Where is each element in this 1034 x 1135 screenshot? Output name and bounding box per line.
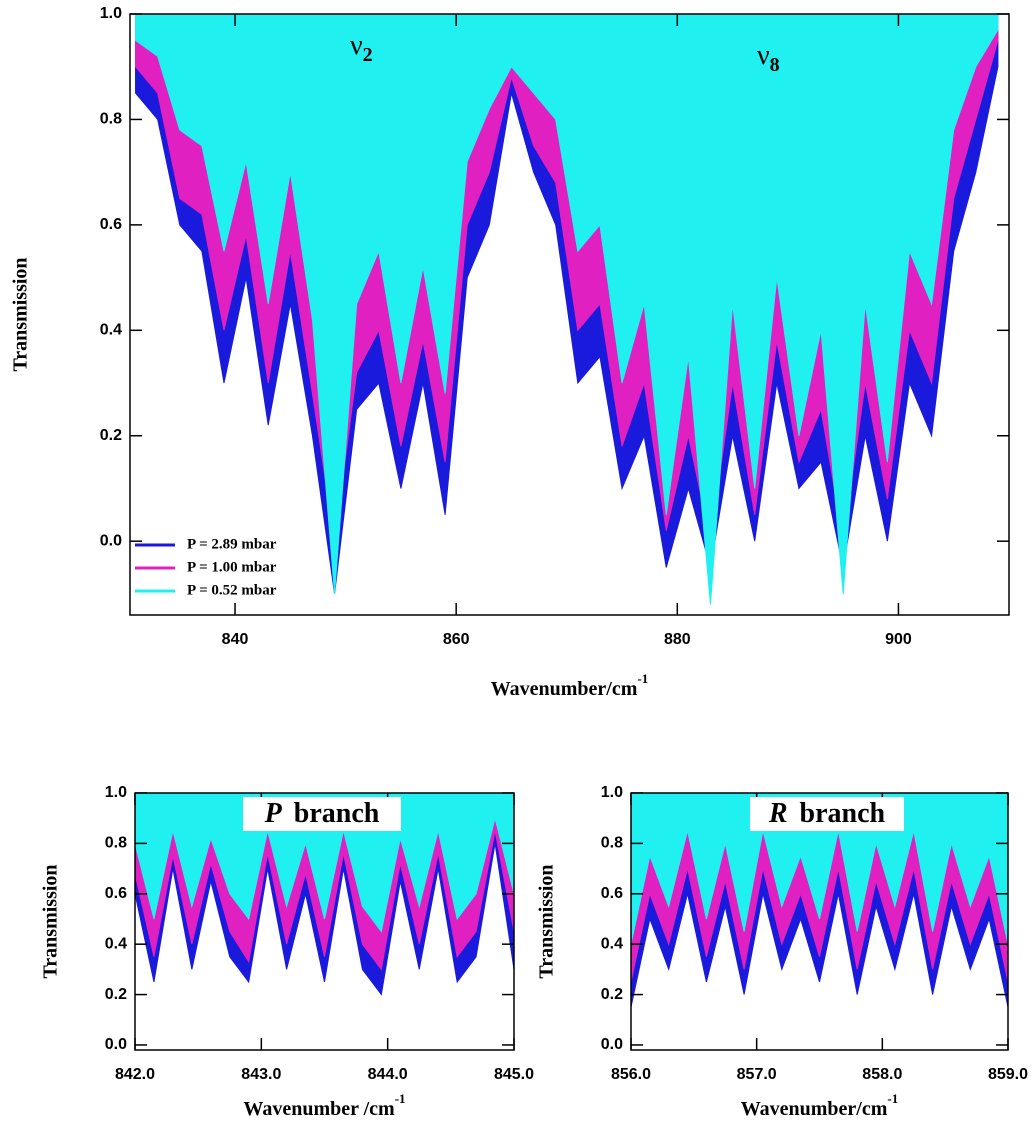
y-tick-label: 1.0 — [100, 5, 122, 22]
x-tick-label: 856.0 — [611, 1066, 651, 1083]
y-tick-label: 0.8 — [601, 835, 623, 852]
plot-frame — [129, 13, 1010, 616]
legend-label: P = 1.00 mbar — [187, 559, 277, 575]
x-tick-label: 845.0 — [494, 1066, 534, 1083]
x-tick-label: 880 — [664, 631, 691, 648]
annotation: ν8 — [757, 40, 780, 75]
x-axis-label-sup: -1 — [887, 1091, 898, 1106]
y-tick-label: 0.0 — [100, 532, 122, 549]
legend-label: P = 2.89 mbar — [187, 536, 277, 552]
x-axis-label: Wavenumber/cm-1 — [741, 1091, 899, 1120]
x-tick-label: 858.0 — [862, 1066, 902, 1083]
x-tick-label: 857.0 — [737, 1066, 777, 1083]
x-axis-label-text: Wavenumber/cm — [491, 678, 638, 700]
plot-frame — [630, 792, 1009, 1051]
y-axis-label: Transmission — [536, 864, 558, 978]
annotation: ν2 — [350, 30, 373, 65]
y-tick-label: 0.6 — [100, 216, 122, 233]
x-tick-label: 859.0 — [988, 1066, 1028, 1083]
x-tick-label: 843.0 — [241, 1066, 281, 1083]
y-tick-label: 1.0 — [601, 784, 623, 801]
legend-label: P = 0.52 mbar — [187, 582, 277, 598]
x-axis-label-sup: -1 — [637, 671, 648, 686]
x-axis-label-text: Wavenumber /cm — [243, 1098, 395, 1120]
y-tick-label: 1.0 — [105, 784, 127, 801]
y-tick-label: 0.6 — [601, 885, 623, 902]
branch-label-text: branch — [800, 798, 886, 829]
y-tick-label: 0.4 — [100, 322, 122, 339]
branch-label-bg — [243, 797, 401, 831]
x-axis-label: Wavenumber/cm-1 — [491, 671, 649, 700]
y-axis-label: Transmission — [40, 864, 62, 978]
x-axis-label-sup: -1 — [395, 1091, 406, 1106]
y-tick-label: 0.2 — [601, 986, 623, 1003]
y-tick-label: 0.4 — [105, 935, 127, 952]
x-axis-label: Wavenumber /cm-1 — [243, 1091, 405, 1120]
y-tick-label: 0.0 — [105, 1036, 127, 1053]
x-tick-label: 840 — [222, 631, 249, 648]
branch-label-bg — [750, 797, 904, 831]
chart: 0.0 0.2 0.4 0.6 0.8 1.0 842.0 843.0 844.0 845.0 Wa… — [40, 784, 535, 1119]
chart: 0.0 0.2 0.4 0.6 0.8 1.0 840 860 880 900 Wavenumber… — [10, 5, 1010, 700]
x-tick-label: 842.0 — [115, 1066, 155, 1083]
annotation-symbol: ν — [350, 30, 363, 61]
x-tick-label: 900 — [885, 631, 912, 648]
x-tick-label: 844.0 — [368, 1066, 408, 1083]
x-axis-label-text: Wavenumber/cm — [741, 1098, 888, 1120]
x-tick-label: 860 — [443, 631, 470, 648]
branch-label-text: branch — [294, 798, 380, 829]
annotation-subscript: 8 — [770, 54, 780, 76]
spectrum-area — [135, 14, 999, 605]
spectrum-area — [135, 793, 514, 933]
branch-label-italic: P — [264, 798, 283, 829]
annotation-symbol: ν — [757, 40, 770, 71]
spectrum-area — [631, 793, 1008, 945]
plot-frame — [134, 792, 515, 1051]
y-tick-label: 0.6 — [105, 885, 127, 902]
y-tick-label: 0.0 — [601, 1036, 623, 1053]
y-axis-label: Transmission — [10, 257, 32, 371]
branch-label-italic: R — [768, 798, 788, 829]
y-tick-label: 0.2 — [105, 986, 127, 1003]
y-tick-label: 0.2 — [100, 427, 122, 444]
y-tick-label: 0.4 — [601, 935, 623, 952]
y-tick-label: 0.8 — [100, 111, 122, 128]
y-tick-label: 0.8 — [105, 835, 127, 852]
chart: 0.0 0.2 0.4 0.6 0.8 1.0 856.0 857.0 858.0 859.0 Wa… — [536, 784, 1029, 1119]
annotation-subscript: 2 — [363, 44, 373, 66]
